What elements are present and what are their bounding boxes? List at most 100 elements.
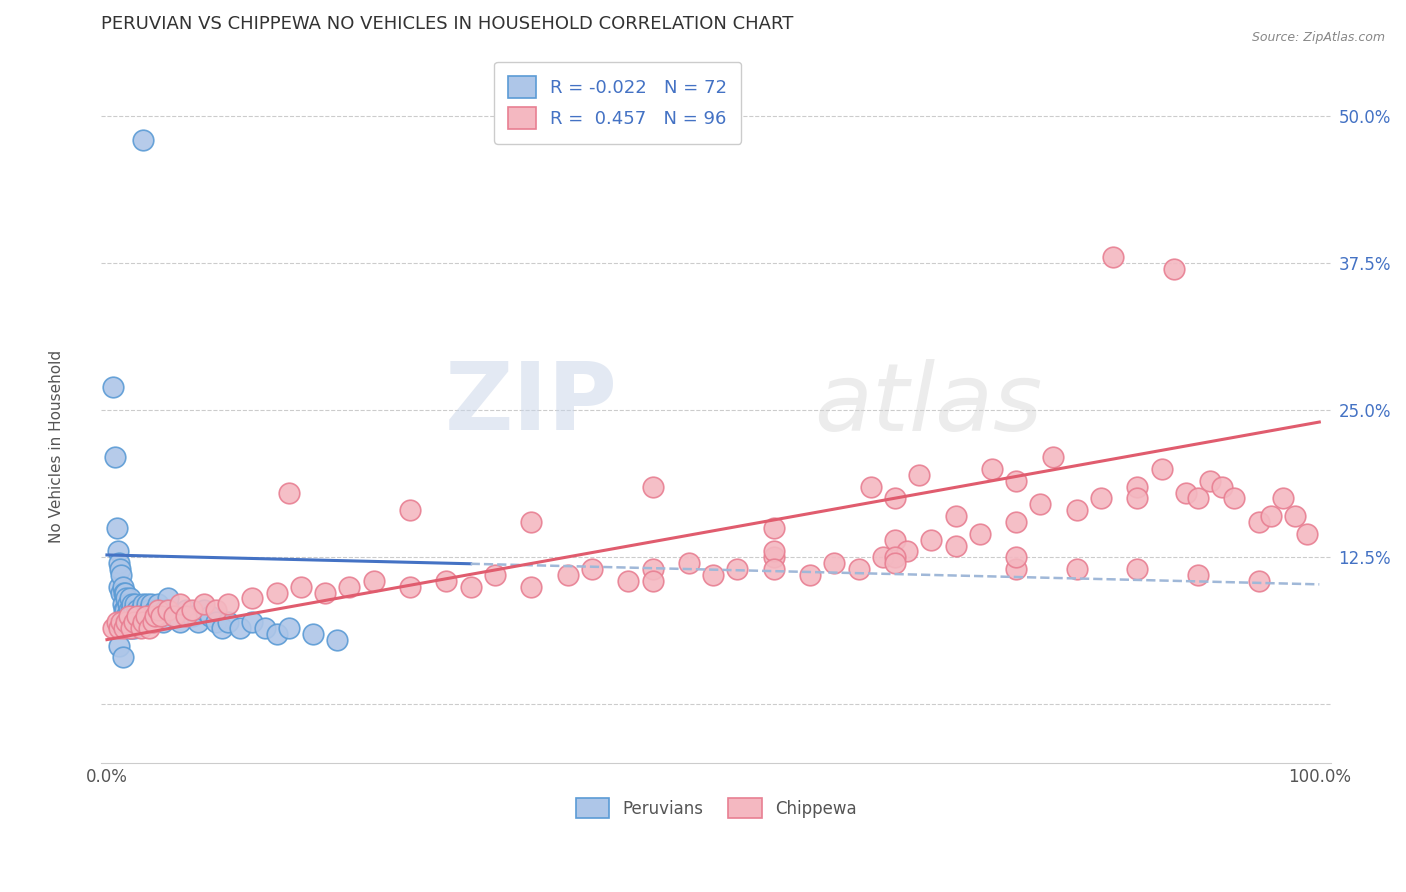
Point xyxy=(108,556,131,570)
Point xyxy=(115,591,138,606)
Point xyxy=(146,598,169,612)
Point xyxy=(162,609,184,624)
Text: PERUVIAN VS CHIPPEWA NO VEHICLES IN HOUSEHOLD CORRELATION CHART: PERUVIAN VS CHIPPEWA NO VEHICLES IN HOUS… xyxy=(101,15,793,33)
Point xyxy=(205,615,228,629)
Point xyxy=(114,585,136,599)
Point xyxy=(1296,526,1319,541)
Point xyxy=(127,609,149,624)
Point xyxy=(884,550,907,565)
Point xyxy=(117,598,139,612)
Point xyxy=(1029,497,1052,511)
Point xyxy=(1126,562,1149,576)
Point xyxy=(104,450,127,465)
Point xyxy=(146,603,169,617)
Point xyxy=(101,621,124,635)
Point xyxy=(884,533,907,547)
Point xyxy=(859,480,882,494)
Point xyxy=(118,621,141,635)
Point xyxy=(762,521,785,535)
Point xyxy=(1066,562,1088,576)
Point xyxy=(198,609,221,624)
Point xyxy=(1284,509,1306,524)
Point xyxy=(884,556,907,570)
Text: atlas: atlas xyxy=(814,359,1043,450)
Point xyxy=(136,609,159,624)
Point xyxy=(131,609,153,624)
Point xyxy=(848,562,870,576)
Point xyxy=(557,568,579,582)
Point xyxy=(1005,474,1028,488)
Point xyxy=(145,603,167,617)
Point xyxy=(138,603,160,617)
Point xyxy=(120,621,142,635)
Point xyxy=(121,615,143,629)
Point xyxy=(1126,480,1149,494)
Point xyxy=(111,650,134,665)
Point xyxy=(169,615,191,629)
Point xyxy=(136,598,159,612)
Point xyxy=(1187,568,1209,582)
Point xyxy=(111,580,134,594)
Point xyxy=(217,598,239,612)
Point xyxy=(142,609,165,624)
Point xyxy=(981,462,1004,476)
Point xyxy=(124,598,146,612)
Point xyxy=(162,609,184,624)
Point xyxy=(326,632,349,647)
Point xyxy=(145,609,167,624)
Point xyxy=(1174,485,1197,500)
Point xyxy=(434,574,457,588)
Point xyxy=(193,598,215,612)
Point xyxy=(896,544,918,558)
Point xyxy=(105,615,128,629)
Point xyxy=(112,621,135,635)
Point xyxy=(520,580,543,594)
Point xyxy=(266,626,288,640)
Point xyxy=(823,556,845,570)
Point xyxy=(702,568,724,582)
Point xyxy=(127,603,149,617)
Point xyxy=(799,568,821,582)
Point xyxy=(1102,251,1125,265)
Point xyxy=(108,621,131,635)
Point xyxy=(107,544,129,558)
Point xyxy=(1126,491,1149,506)
Point xyxy=(101,380,124,394)
Point xyxy=(152,615,174,629)
Point xyxy=(884,491,907,506)
Point xyxy=(122,603,145,617)
Point xyxy=(108,580,131,594)
Point xyxy=(762,562,785,576)
Point xyxy=(1223,491,1246,506)
Text: ZIP: ZIP xyxy=(444,359,617,450)
Point xyxy=(120,621,142,635)
Point xyxy=(1042,450,1064,465)
Point xyxy=(1066,503,1088,517)
Point xyxy=(174,609,197,624)
Text: Source: ZipAtlas.com: Source: ZipAtlas.com xyxy=(1251,31,1385,45)
Point xyxy=(150,609,173,624)
Point xyxy=(641,574,664,588)
Point xyxy=(242,591,264,606)
Point xyxy=(290,580,312,594)
Point xyxy=(149,609,172,624)
Point xyxy=(339,580,361,594)
Point xyxy=(314,585,336,599)
Point xyxy=(127,609,149,624)
Point xyxy=(180,603,202,617)
Point xyxy=(399,580,422,594)
Point xyxy=(920,533,942,547)
Point xyxy=(187,615,209,629)
Point xyxy=(105,521,128,535)
Point xyxy=(872,550,894,565)
Point xyxy=(1090,491,1112,506)
Point xyxy=(1211,480,1233,494)
Point xyxy=(111,598,134,612)
Point xyxy=(1005,550,1028,565)
Point xyxy=(115,609,138,624)
Point xyxy=(193,603,215,617)
Point xyxy=(399,503,422,517)
Point xyxy=(1247,515,1270,529)
Point xyxy=(1005,515,1028,529)
Point xyxy=(1271,491,1294,506)
